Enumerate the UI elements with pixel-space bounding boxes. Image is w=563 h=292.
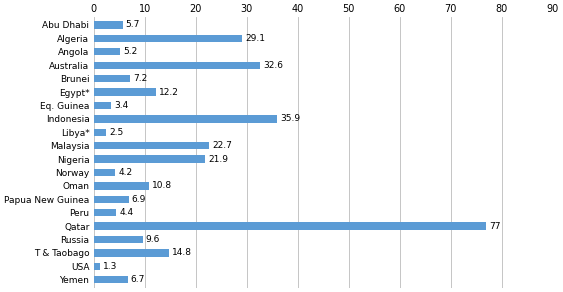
Bar [93, 182, 149, 190]
Text: 9.6: 9.6 [146, 235, 160, 244]
Bar [93, 128, 106, 136]
Text: 35.9: 35.9 [280, 114, 300, 123]
Text: 4.4: 4.4 [119, 208, 133, 217]
Text: 5.2: 5.2 [123, 47, 137, 56]
Text: 22.7: 22.7 [212, 141, 233, 150]
Text: 3.4: 3.4 [114, 101, 128, 110]
Bar [93, 21, 123, 29]
Text: 7.2: 7.2 [133, 74, 148, 83]
Bar [93, 249, 169, 257]
Bar [93, 236, 142, 243]
Bar [93, 209, 116, 216]
Bar [93, 169, 115, 176]
Text: 6.7: 6.7 [131, 275, 145, 284]
Bar [93, 263, 100, 270]
Text: 10.8: 10.8 [152, 181, 172, 190]
Text: 5.7: 5.7 [126, 20, 140, 29]
Text: 12.2: 12.2 [159, 88, 179, 97]
Text: 2.5: 2.5 [109, 128, 124, 137]
Text: 4.2: 4.2 [118, 168, 132, 177]
Bar [93, 276, 128, 284]
Bar [93, 223, 486, 230]
Bar [93, 142, 209, 150]
Bar [93, 75, 130, 82]
Bar [93, 35, 242, 42]
Text: 14.8: 14.8 [172, 248, 192, 258]
Bar [93, 88, 156, 96]
Bar [93, 48, 120, 55]
Text: 6.9: 6.9 [132, 195, 146, 204]
Bar [93, 155, 205, 163]
Text: 21.9: 21.9 [208, 154, 229, 164]
Bar [93, 62, 260, 69]
Text: 1.3: 1.3 [103, 262, 118, 271]
Bar [93, 196, 129, 203]
Bar [93, 115, 277, 123]
Bar [93, 102, 111, 109]
Text: 32.6: 32.6 [263, 61, 283, 70]
Text: 77: 77 [489, 222, 501, 231]
Text: 29.1: 29.1 [245, 34, 265, 43]
